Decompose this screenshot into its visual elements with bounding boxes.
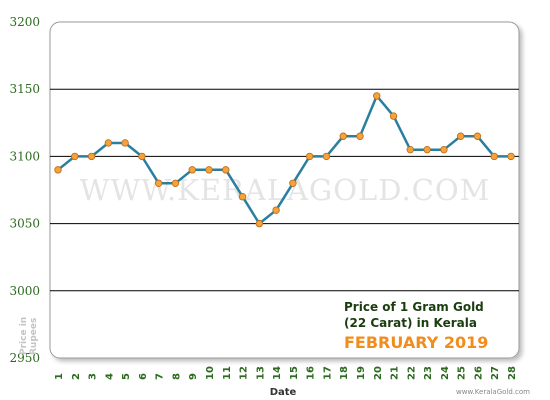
y-axis-label-line1: Price in bbox=[19, 317, 29, 355]
grid-lines bbox=[50, 88, 519, 292]
data-point-26 bbox=[473, 132, 482, 140]
data-point-1 bbox=[54, 166, 62, 174]
x-tick-label: 11 bbox=[222, 366, 233, 380]
x-tick-label: 6 bbox=[138, 373, 149, 380]
x-tick-label: 5 bbox=[121, 373, 132, 380]
data-point-10 bbox=[205, 166, 213, 174]
y-tick-label: 3000 bbox=[9, 284, 40, 298]
watermark: WWW.KERALAGOLD.COM bbox=[80, 173, 491, 207]
data-point-19 bbox=[356, 132, 364, 140]
info-month: FEBRUARY 2019 bbox=[344, 333, 488, 352]
data-point-17 bbox=[322, 152, 331, 161]
y-tick-label: 3050 bbox=[9, 217, 40, 231]
x-tick-label: 8 bbox=[171, 373, 182, 380]
x-tick-label: 7 bbox=[155, 373, 166, 380]
x-tick-label: 26 bbox=[473, 366, 484, 380]
data-point-23 bbox=[423, 145, 431, 154]
x-tick-label: 19 bbox=[356, 366, 367, 380]
x-tick-label: 10 bbox=[205, 366, 216, 380]
data-point-20 bbox=[373, 92, 381, 100]
data-point-4 bbox=[104, 139, 113, 147]
data-point-13 bbox=[255, 219, 264, 228]
x-tick-label: 22 bbox=[406, 366, 417, 380]
data-point-16 bbox=[305, 152, 314, 161]
x-tick-label: 18 bbox=[339, 366, 350, 380]
x-tick-label: 28 bbox=[507, 366, 518, 380]
data-point-24 bbox=[440, 145, 448, 154]
y-tick-label: 3200 bbox=[9, 15, 40, 29]
y-axis-label: Price in Rupees bbox=[19, 317, 39, 355]
data-point-25 bbox=[456, 132, 465, 140]
price-line bbox=[57, 94, 511, 225]
y-tick-label: 3150 bbox=[9, 82, 40, 96]
price-markers bbox=[54, 92, 515, 228]
y-axis-ticks: 2950 3000 3050 3100 3150 3200 bbox=[9, 15, 40, 365]
data-point-7 bbox=[154, 179, 163, 187]
y-tick-label: 3100 bbox=[9, 149, 40, 163]
x-tick-label: 20 bbox=[373, 366, 384, 380]
data-point-15 bbox=[289, 179, 297, 187]
y-tick-label: 2950 bbox=[9, 351, 40, 365]
x-tick-label: 4 bbox=[104, 373, 115, 380]
x-tick-label: 14 bbox=[272, 366, 283, 380]
data-point-21 bbox=[389, 112, 398, 120]
x-axis-label: Date bbox=[270, 387, 297, 398]
data-point-18 bbox=[339, 132, 347, 140]
info-box: Price of 1 Gram Gold (22 Carat) in Keral… bbox=[344, 300, 488, 352]
x-tick-label: 13 bbox=[255, 366, 266, 380]
x-tick-label: 27 bbox=[490, 366, 501, 380]
x-tick-label: 15 bbox=[289, 366, 300, 380]
data-point-9 bbox=[188, 166, 196, 174]
x-tick-label: 17 bbox=[322, 366, 333, 380]
data-point-6 bbox=[138, 152, 146, 161]
data-point-2 bbox=[71, 152, 79, 161]
data-point-28 bbox=[507, 152, 515, 161]
data-point-5 bbox=[121, 139, 129, 147]
plot-area bbox=[49, 21, 520, 359]
credit-text: www.KeralaGold.com bbox=[456, 388, 530, 396]
x-tick-label: 1 bbox=[54, 373, 65, 380]
x-tick-label: 12 bbox=[239, 366, 250, 380]
data-point-3 bbox=[87, 152, 96, 161]
data-point-27 bbox=[490, 152, 498, 161]
data-point-22 bbox=[406, 145, 415, 154]
x-tick-label: 25 bbox=[457, 366, 468, 380]
data-point-11 bbox=[222, 166, 230, 174]
x-tick-label: 23 bbox=[423, 366, 434, 380]
x-tick-label: 9 bbox=[188, 373, 199, 380]
info-title-line2: (22 Carat) in Kerala bbox=[344, 316, 477, 330]
x-tick-label: 3 bbox=[88, 373, 99, 380]
x-tick-label: 2 bbox=[71, 373, 82, 380]
x-tick-label: 21 bbox=[390, 366, 401, 380]
x-tick-label: 16 bbox=[306, 366, 317, 380]
data-point-14 bbox=[272, 206, 280, 214]
y-axis-label-line2: Rupees bbox=[29, 318, 39, 355]
x-tick-label: 24 bbox=[440, 366, 451, 380]
info-title-line1: Price of 1 Gram Gold bbox=[344, 300, 484, 314]
data-point-8 bbox=[171, 179, 180, 187]
data-point-12 bbox=[238, 193, 247, 201]
x-axis-ticks: 1 2 3 4 5 6 7 8 9 10 11 12 13 14 15 16 17 18 19 20 21 22 23 24 2… bbox=[54, 366, 518, 380]
